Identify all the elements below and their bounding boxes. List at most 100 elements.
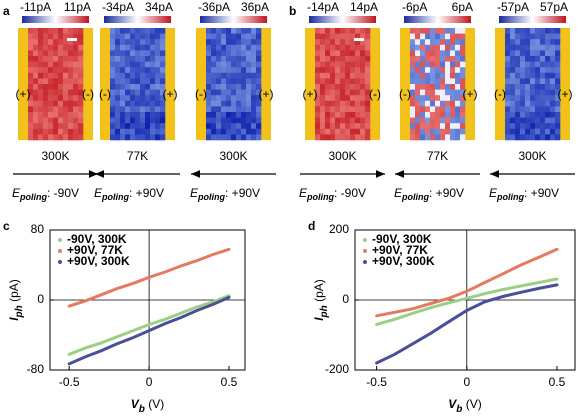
map-pixel: [410, 44, 416, 51]
map-pixel: [455, 56, 461, 62]
map-pixel: [365, 128, 371, 135]
map-pixel: [226, 84, 232, 90]
electrode-sign: (+): [558, 87, 573, 101]
map-pixel: [525, 56, 531, 62]
map-pixel: [440, 117, 446, 124]
legend-marker: [58, 238, 62, 242]
map-pixel: [63, 134, 69, 141]
map-pixel: [525, 84, 531, 90]
map-pixel: [226, 56, 232, 62]
map-pixel: [510, 106, 516, 113]
map-pixel: [365, 28, 371, 34]
panel-label: a: [3, 4, 10, 18]
map-pixel: [28, 78, 34, 85]
map-pixel: [221, 106, 227, 113]
data-line: [67, 247, 231, 308]
map-pixel: [360, 72, 366, 79]
map-pixel: [330, 33, 336, 40]
map-pixel: [68, 72, 74, 79]
map-pixel: [226, 123, 232, 130]
map-pixel: [236, 72, 242, 79]
map-pixel: [130, 78, 136, 85]
map-pixel: [130, 84, 136, 90]
map-pixel: [73, 44, 79, 51]
map-pixel: [221, 67, 227, 74]
legend-label: +90V, 300K: [372, 254, 435, 268]
map-pixel: [120, 134, 126, 141]
map-pixel: [540, 123, 546, 130]
map-pixel: [445, 123, 451, 130]
legend-marker: [58, 249, 62, 253]
map-pixel: [58, 78, 64, 85]
map-pixel: [145, 112, 151, 118]
map-pixel: [520, 89, 526, 96]
map-pixel: [135, 117, 141, 124]
map-pixel: [505, 39, 511, 46]
map-pixel: [73, 50, 79, 57]
label-unit: (V): [145, 397, 164, 411]
map-pixel: [325, 72, 331, 79]
colorbar: [404, 16, 471, 23]
data-line: [67, 294, 231, 356]
map-pixel: [33, 134, 39, 141]
map-pixel: [236, 39, 242, 46]
map-pixel: [58, 123, 64, 130]
map-pixel: [455, 67, 461, 74]
map-pixel: [236, 106, 242, 113]
map-pixel: [410, 100, 416, 107]
map-pixel: [206, 67, 212, 74]
map-pixel: [320, 56, 326, 62]
map-pixel: [460, 106, 466, 113]
map-pixel: [241, 56, 247, 62]
map-pixel: [510, 67, 516, 74]
map-pixel: [241, 67, 247, 74]
field-symbol: E: [394, 186, 403, 200]
map-pixel: [160, 67, 166, 74]
map-pixel: [236, 112, 242, 118]
map-pixel: [445, 89, 451, 96]
map-pixel: [360, 67, 366, 74]
map-pixel: [430, 67, 436, 74]
map-pixel: [206, 39, 212, 46]
map-pixel: [68, 78, 74, 85]
map-pixel: [68, 50, 74, 57]
map-pixel: [555, 106, 561, 113]
map-pixel: [440, 112, 446, 118]
legend-label: +90V, 77K: [67, 243, 123, 257]
map-pixel: [256, 28, 262, 34]
map-pixel: [325, 112, 331, 118]
map-pixel: [515, 33, 521, 40]
map-pixel: [78, 134, 84, 141]
map-pixel: [251, 28, 257, 34]
map-pixel: [445, 61, 451, 68]
map-pixel: [345, 89, 351, 96]
map-pixel: [315, 50, 321, 57]
map-pixel: [78, 28, 84, 34]
map-pixel: [555, 100, 561, 107]
map-pixel: [545, 67, 551, 74]
data-line: [67, 295, 231, 366]
map-pixel: [140, 78, 146, 85]
map-pixel: [540, 72, 546, 79]
map-pixel: [125, 28, 131, 34]
map-pixel: [505, 56, 511, 62]
map-pixel: [455, 84, 461, 90]
map-pixel: [325, 84, 331, 90]
map-pixel: [63, 84, 69, 90]
map-pixel: [78, 50, 84, 57]
label-subscript: ph: [319, 305, 330, 318]
map-pixel: [410, 112, 416, 118]
colorbar-max: 6pA: [452, 0, 473, 14]
colorbar-max: 14pA: [350, 0, 378, 14]
map-pixel: [251, 100, 257, 107]
map-pixel: [415, 123, 421, 130]
map-pixel: [340, 134, 346, 141]
map-pixel: [150, 100, 156, 107]
map-pixel: [120, 117, 126, 124]
map-pixel: [355, 128, 361, 135]
map-pixel: [130, 95, 136, 102]
map-pixel: [48, 44, 54, 51]
map-pixel: [345, 123, 351, 130]
map-pixel: [58, 100, 64, 107]
map-pixel: [550, 33, 556, 40]
